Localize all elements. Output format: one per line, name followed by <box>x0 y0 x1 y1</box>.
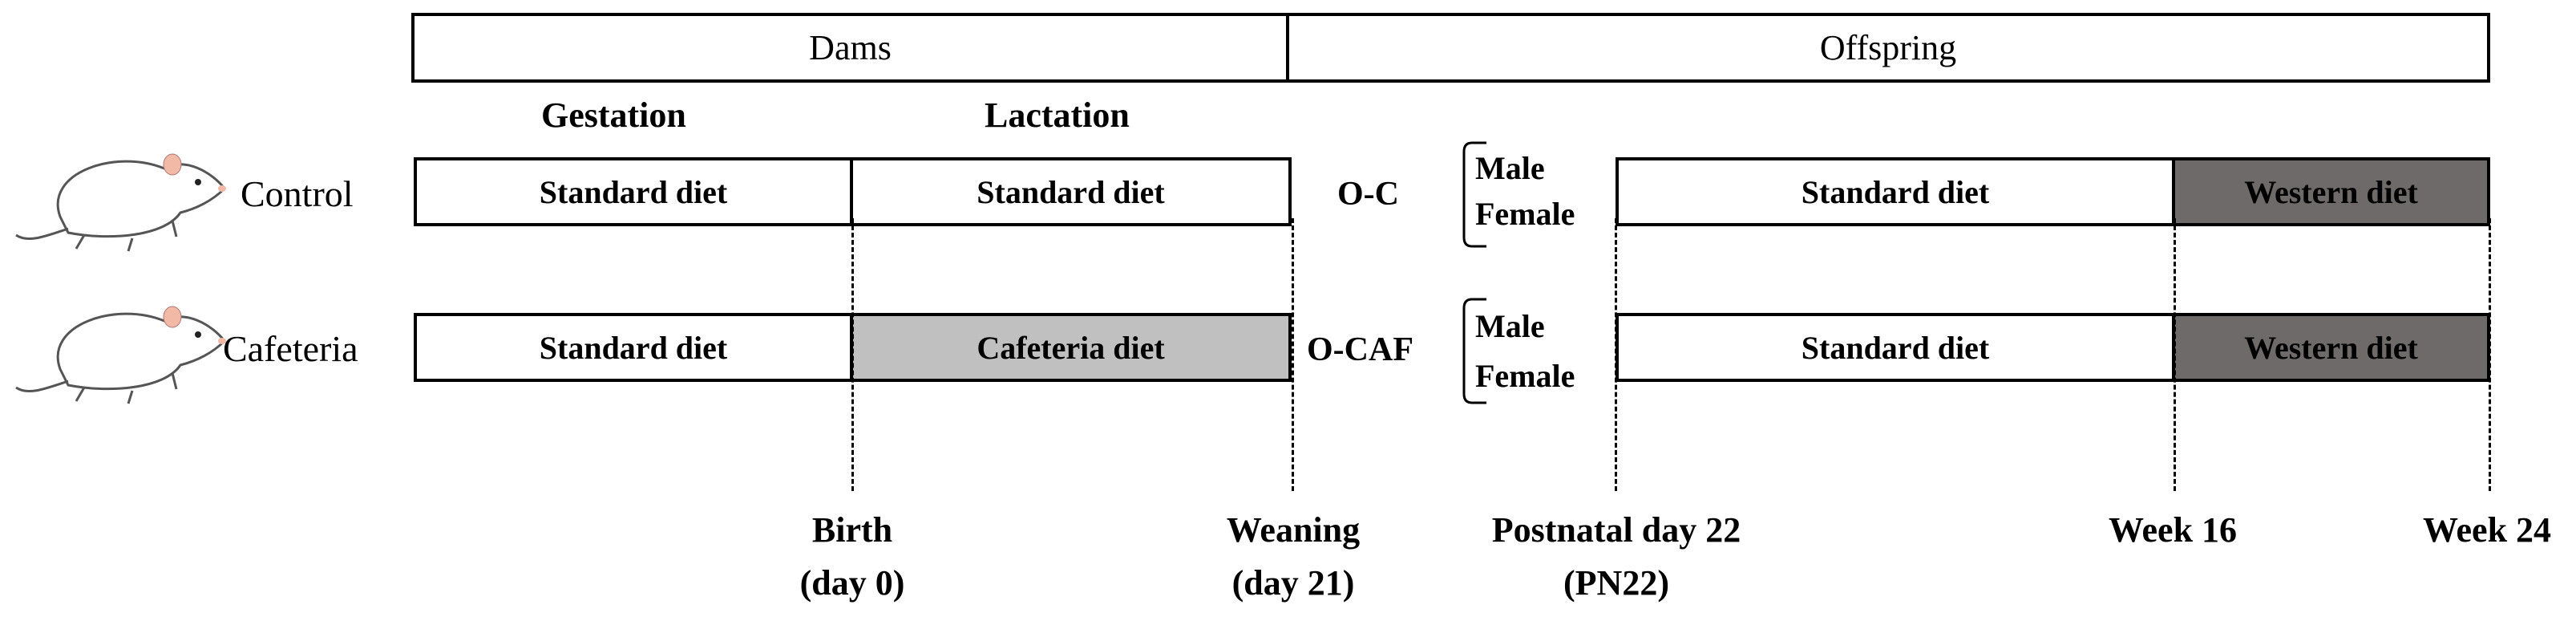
ocaf-western-diet: Western diet <box>2244 329 2418 366</box>
lactation-label: Lactation <box>985 95 1130 135</box>
oc-western-box: Western diet <box>2172 157 2490 226</box>
offspring-header-label: Offspring <box>1819 28 1957 67</box>
sex-female-cafeteria: Female <box>1475 358 1575 394</box>
group-label-cafeteria: Cafeteria <box>223 328 358 369</box>
ocaf-western-box: Western diet <box>2172 313 2490 382</box>
oc-standard-diet: Standard diet <box>1801 173 1990 210</box>
timepoint-pn22-abbrev: (PN22) <box>1563 563 1669 603</box>
sex-male-control: Male <box>1475 150 1545 186</box>
timepoint-week24: Week 24 <box>2423 504 2551 557</box>
timepoint-birth: Birth (day 0) <box>800 504 905 610</box>
dams-header-label: Dams <box>809 28 892 67</box>
rat-icon <box>15 153 226 252</box>
timepoint-weaning-day: (day 21) <box>1231 563 1355 603</box>
ocaf-standard-diet: Standard diet <box>1801 329 1990 366</box>
gestation-label: Gestation <box>541 95 686 135</box>
sex-female-control: Female <box>1475 196 1575 232</box>
cafeteria-gestation-diet: Standard diet <box>539 329 728 366</box>
timepoint-birth-label: Birth <box>811 510 893 550</box>
control-lactation-diet: Standard diet <box>977 173 1165 210</box>
timeline-pn22-line <box>1615 218 1617 491</box>
oc-standard-box: Standard diet <box>1616 157 2175 226</box>
rat-icon <box>15 306 226 404</box>
cafeteria-lactation-box: Cafeteria diet <box>850 313 1292 382</box>
timeline-week16-line <box>2174 218 2176 491</box>
dams-header: Dams <box>411 13 1289 83</box>
timepoint-week24-label: Week 24 <box>2422 510 2552 550</box>
control-gestation-diet: Standard diet <box>539 173 728 210</box>
timepoint-birth-day: (day 0) <box>799 563 905 603</box>
sex-bracket <box>1462 298 1486 404</box>
control-lactation-box: Standard diet <box>850 157 1292 226</box>
offspring-label-ocaf: O-CAF <box>1307 331 1413 368</box>
cafeteria-lactation-diet: Cafeteria diet <box>977 329 1165 366</box>
timepoint-week16: Week 16 <box>2109 504 2237 557</box>
offspring-header: Offspring <box>1286 13 2490 83</box>
timepoint-pn22-label: Postnatal day 22 <box>1491 510 1741 550</box>
group-label-control: Control <box>241 173 354 214</box>
cafeteria-gestation-box: Standard diet <box>414 313 853 382</box>
timeline-weaning-line <box>1292 218 1294 491</box>
oc-western-diet: Western diet <box>2244 173 2418 210</box>
timepoint-week16-label: Week 16 <box>2108 510 2238 550</box>
sex-male-cafeteria: Male <box>1475 308 1545 344</box>
timepoint-pn22: Postnatal day 22 (PN22) <box>1492 504 1741 610</box>
sex-bracket <box>1462 141 1486 248</box>
timeline-week24-line <box>2489 218 2491 491</box>
ocaf-standard-box: Standard diet <box>1616 313 2175 382</box>
timepoint-weaning: Weaning (day 21) <box>1227 504 1360 610</box>
offspring-label-oc: O-C <box>1337 176 1399 213</box>
timeline-birth-line <box>851 218 854 491</box>
timepoint-weaning-label: Weaning <box>1226 510 1361 550</box>
control-gestation-box: Standard diet <box>414 157 853 226</box>
